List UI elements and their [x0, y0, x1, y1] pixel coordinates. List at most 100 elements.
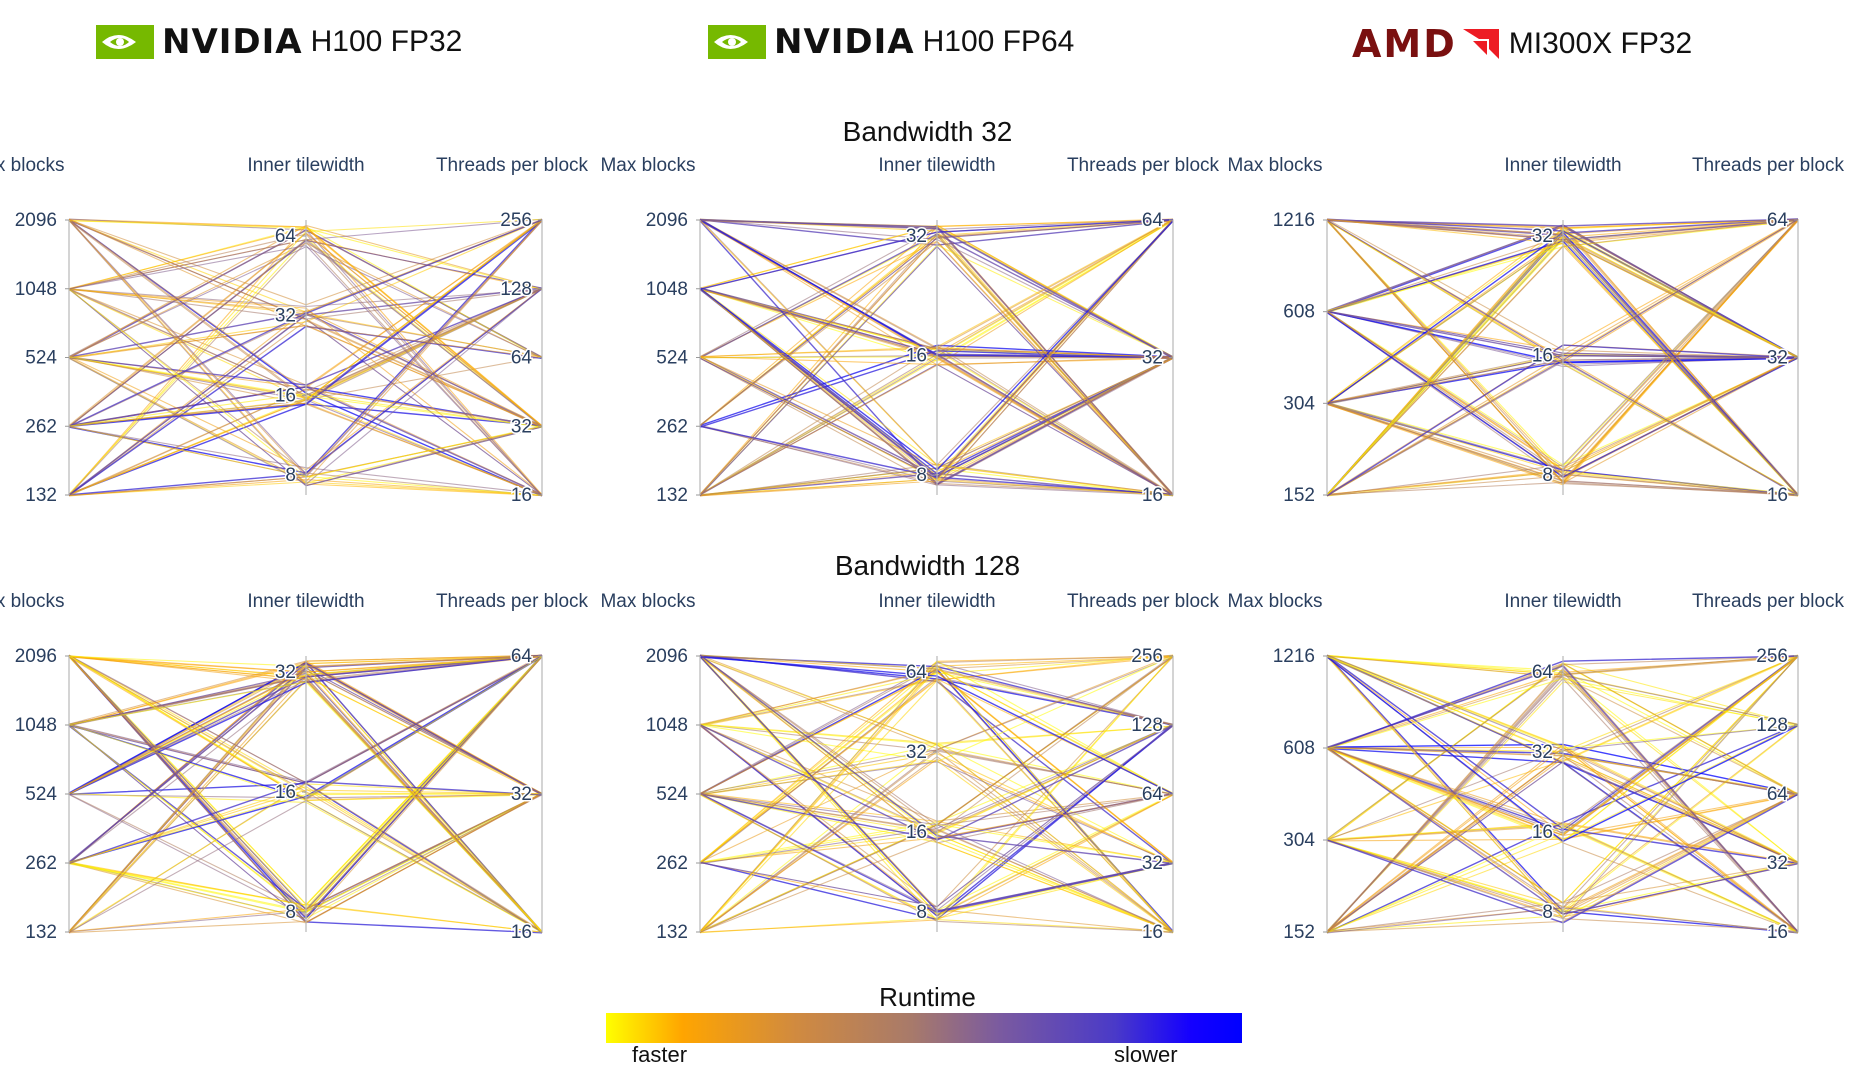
tick-label: 2096: [15, 646, 57, 667]
legend-title: Runtime: [879, 982, 976, 1012]
tick-label: 16: [511, 485, 532, 506]
header-mi300x-fp32: AMD MI300X FP32: [1352, 22, 1692, 66]
tick-label: 128: [1131, 715, 1163, 736]
tick-label: 262: [656, 853, 688, 874]
tick-label: 1216: [1273, 646, 1315, 667]
tick-label: 16: [1142, 485, 1163, 506]
tick-label: 524: [656, 784, 688, 805]
brand-name: AMD: [1352, 22, 1457, 66]
axis-title: Threads per block: [1692, 155, 1845, 176]
axis-title: Max blocks: [0, 155, 65, 176]
gpu-name: H100 FP64: [922, 25, 1075, 58]
axis-title: Threads per block: [436, 155, 589, 176]
tick-label: 256: [1131, 646, 1163, 667]
tick-label: 64: [1767, 210, 1789, 231]
tick-label: 32: [1767, 853, 1788, 874]
tick-label: 8: [1542, 465, 1553, 486]
axis-title: Max blocks: [1227, 591, 1322, 612]
brand-name: NVIDIA: [774, 22, 915, 62]
tick-label: 2096: [646, 646, 688, 667]
tick-label: 2096: [646, 210, 688, 231]
axis-title: Max blocks: [0, 591, 65, 612]
tick-label: 262: [25, 416, 57, 437]
axis-title: Max blocks: [600, 591, 695, 612]
gpu-name: H100 FP32: [310, 25, 463, 58]
tick-label: 524: [656, 348, 688, 369]
axis-title: Max blocks: [600, 155, 695, 176]
tick-label: 8: [285, 902, 296, 923]
tick-label: 304: [1283, 393, 1315, 414]
tick-label: 1048: [15, 715, 57, 736]
tick-label: 32: [275, 306, 296, 327]
tick-label: 64: [1142, 784, 1164, 805]
axis-title: Inner tilewidth: [878, 591, 995, 612]
tick-label: 132: [25, 922, 57, 943]
tick-label: 32: [906, 742, 927, 763]
tick-label: 16: [906, 822, 927, 843]
tick-label: 16: [1142, 922, 1163, 943]
nvidia-eye-logo: [708, 25, 766, 59]
legend-slower-label: slower: [1114, 1042, 1178, 1067]
tick-label: 256: [1756, 646, 1788, 667]
tick-label: 16: [511, 922, 532, 943]
tick-label: 32: [1142, 853, 1163, 874]
panel-bandwidth-32-h100-fp32: Max blocks 132 262 524 1048 2096 Inner tilewid…: [0, 155, 589, 508]
tick-label: 152: [1283, 485, 1315, 506]
panel-bandwidth-128-h100-fp64: Max blocks 132 262 524 1048 2096 Inner tilewid…: [600, 591, 1219, 945]
tick-label: 16: [1767, 922, 1788, 943]
axis-title: Inner tilewidth: [878, 155, 995, 176]
axis-title: Threads per block: [1067, 155, 1220, 176]
brand-name: NVIDIA: [162, 22, 303, 62]
tick-label: 64: [275, 226, 297, 247]
legend-faster-label: faster: [632, 1042, 688, 1067]
tick-label: 16: [1532, 822, 1553, 843]
tick-label: 16: [906, 346, 927, 367]
tick-label: 32: [511, 784, 532, 805]
tick-label: 524: [25, 348, 57, 369]
tick-label: 16: [1767, 485, 1788, 506]
axis-title: Inner tilewidth: [1504, 155, 1621, 176]
tick-label: 132: [656, 485, 688, 506]
tick-label: 256: [500, 210, 532, 231]
panel-bandwidth-32-mi300x-fp32: Max blocks 152 304 608 1216 Inner tilewidth 8 1…: [1227, 155, 1845, 508]
tick-label: 304: [1283, 830, 1315, 851]
tick-label: 132: [25, 485, 57, 506]
tick-label: 32: [1532, 226, 1553, 247]
tick-label: 64: [511, 348, 533, 369]
parallel-coordinates-grid: Max blocks 132 262 524 1048 2096 Inner tilewid…: [0, 155, 1845, 945]
axis-title: Inner tilewidth: [1504, 591, 1621, 612]
tick-label: 152: [1283, 922, 1315, 943]
panel-bandwidth-128-h100-fp32: Max blocks 132 262 524 1048 2096 Inner tilewid…: [0, 591, 589, 945]
tick-label: 262: [25, 853, 57, 874]
tick-label: 32: [1142, 348, 1163, 369]
tick-label: 16: [1532, 346, 1553, 367]
tick-label: 1048: [646, 715, 688, 736]
axis-title: Inner tilewidth: [247, 155, 364, 176]
tick-label: 64: [511, 646, 533, 667]
tick-label: 64: [1532, 662, 1554, 683]
axis-title: Inner tilewidth: [247, 591, 364, 612]
panel-bandwidth-32-h100-fp64: Max blocks 132 262 524 1048 2096 Inner tilewid…: [600, 155, 1220, 508]
row-title-bandwidth-32: Bandwidth 32: [842, 116, 1013, 147]
tick-label: 8: [916, 902, 927, 923]
gpu-name: MI300X FP32: [1508, 27, 1693, 60]
header-h100-fp64: NVIDIA H100 FP64: [708, 22, 1074, 62]
tick-label: 64: [906, 662, 928, 683]
config-lines: [699, 218, 1174, 497]
panel-bandwidth-128-mi300x-fp32: Max blocks 152 304 608 1216 Inner tilewidth 8 1…: [1227, 591, 1845, 945]
tick-label: 64: [1767, 784, 1789, 805]
tick-label: 8: [1542, 902, 1553, 923]
tick-label: 32: [275, 662, 296, 683]
tick-label: 8: [285, 465, 296, 486]
header-h100-fp32: NVIDIA H100 FP32: [96, 22, 462, 62]
tick-label: 1048: [646, 279, 688, 300]
tick-label: 1048: [15, 279, 57, 300]
tick-label: 2096: [15, 210, 57, 231]
tick-label: 608: [1283, 738, 1315, 759]
row-title-bandwidth-128: Bandwidth 128: [834, 550, 1021, 581]
tick-label: 128: [1756, 715, 1788, 736]
axis-title: Threads per block: [1692, 591, 1845, 612]
tick-label: 32: [1767, 348, 1788, 369]
tick-label: 262: [656, 416, 688, 437]
tick-label: 1216: [1273, 210, 1315, 231]
